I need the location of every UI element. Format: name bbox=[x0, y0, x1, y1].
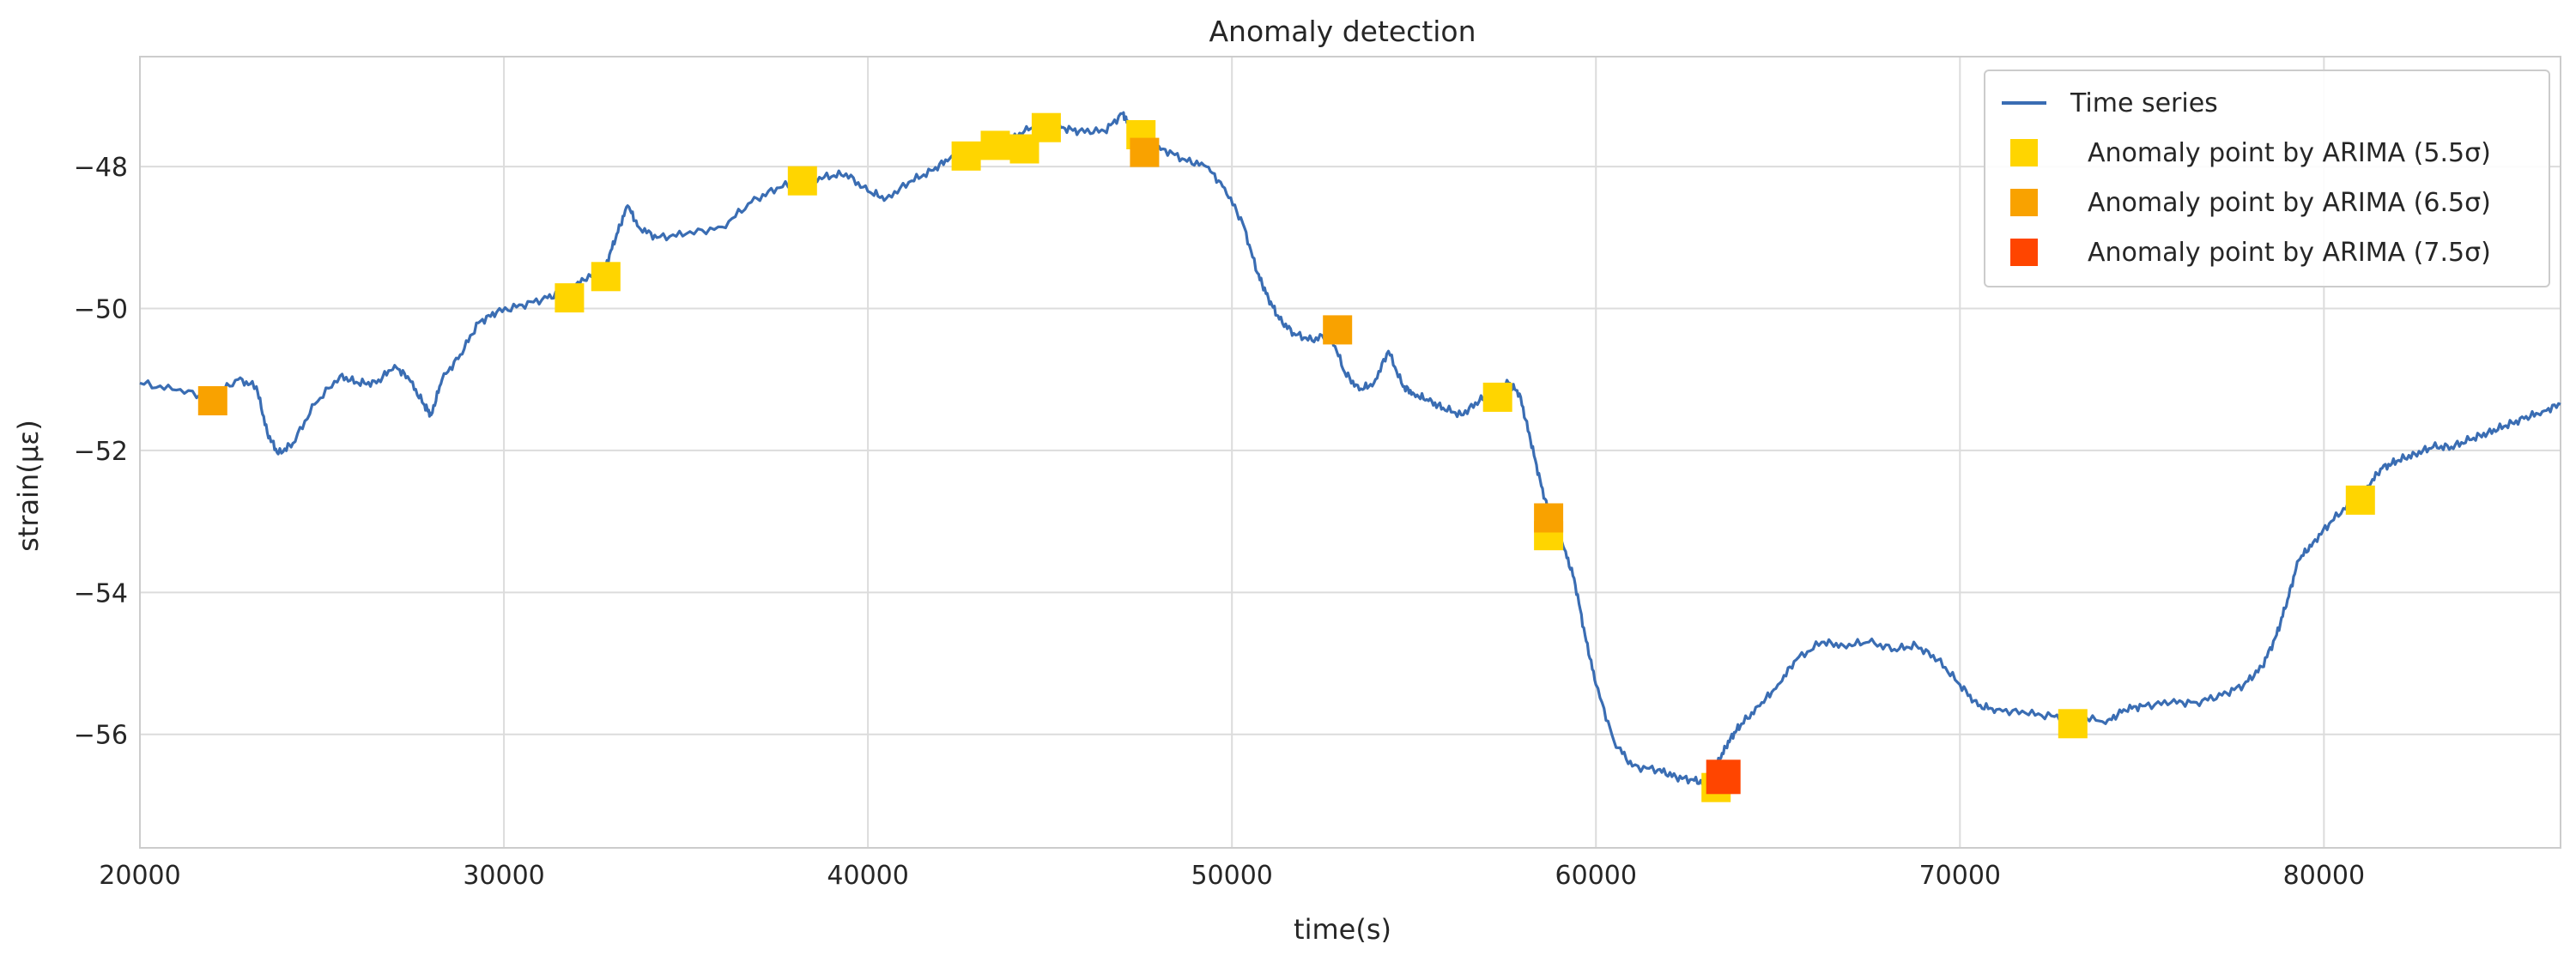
y-tick-label: −48 bbox=[74, 153, 128, 183]
anomaly-marker bbox=[951, 141, 981, 171]
anomaly-marker bbox=[2345, 485, 2375, 515]
anomaly-marker bbox=[1534, 503, 1564, 533]
legend-marker-swatch bbox=[2010, 139, 2038, 166]
x-tick-label: 80000 bbox=[2283, 861, 2365, 891]
anomaly-marker bbox=[555, 283, 585, 313]
y-axis-label: strain(με) bbox=[12, 420, 45, 552]
y-tick-label: −52 bbox=[74, 437, 128, 467]
x-tick-label: 30000 bbox=[463, 861, 544, 891]
anomaly-marker bbox=[787, 166, 817, 196]
anomaly-marker bbox=[2058, 709, 2088, 739]
anomaly-marker bbox=[1706, 759, 1741, 795]
y-tick-label: −54 bbox=[74, 578, 128, 608]
anomaly-marker bbox=[980, 130, 1010, 160]
anomaly-marker bbox=[1482, 382, 1512, 412]
legend: Time series Anomaly point by ARIMA (5.5σ)… bbox=[1984, 70, 2550, 287]
x-axis-label: time(s) bbox=[1294, 913, 1391, 946]
legend-box bbox=[1984, 70, 2550, 287]
x-tick-label: 60000 bbox=[1555, 861, 1637, 891]
legend-marker-swatch bbox=[2010, 239, 2038, 266]
chart-title: Anomaly detection bbox=[1209, 15, 1476, 48]
x-axis-ticks: 20000 30000 40000 50000 60000 70000 80000 bbox=[99, 861, 2365, 891]
y-axis-ticks: −48 −50 −52 −54 −56 bbox=[74, 153, 128, 751]
legend-label: Anomaly point by ARIMA (7.5σ) bbox=[2088, 238, 2491, 268]
anomaly-marker bbox=[1031, 112, 1061, 142]
legend-marker-swatch bbox=[2010, 189, 2038, 216]
plot-area bbox=[139, 56, 2561, 849]
x-tick-label: 20000 bbox=[99, 861, 180, 891]
anomaly-marker bbox=[1130, 137, 1160, 167]
x-tick-label: 40000 bbox=[827, 861, 908, 891]
x-tick-label: 50000 bbox=[1191, 861, 1272, 891]
legend-label: Anomaly point by ARIMA (6.5σ) bbox=[2088, 188, 2491, 218]
x-tick-label: 70000 bbox=[1919, 861, 2001, 891]
anomaly-marker bbox=[197, 386, 227, 415]
y-tick-label: −56 bbox=[74, 721, 128, 751]
legend-label: Anomaly point by ARIMA (5.5σ) bbox=[2088, 138, 2491, 168]
legend-label: Time series bbox=[2070, 88, 2218, 118]
anomaly-marker bbox=[1323, 315, 1353, 345]
anomaly-marker bbox=[591, 262, 621, 292]
series-layer bbox=[139, 111, 2561, 802]
y-tick-label: −50 bbox=[74, 295, 128, 325]
plot-frame bbox=[139, 56, 2561, 849]
